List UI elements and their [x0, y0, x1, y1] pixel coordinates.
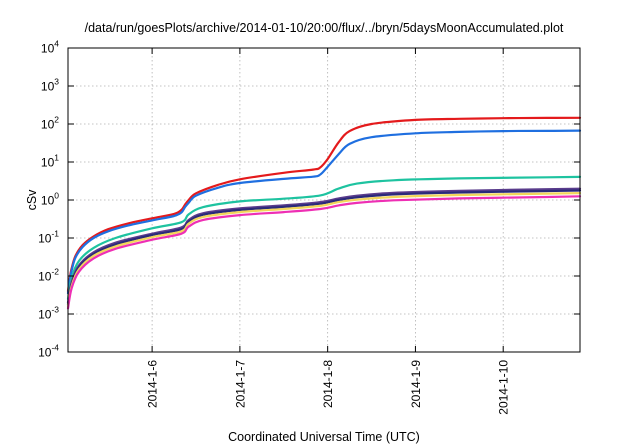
series-line-6 [66, 192, 582, 308]
series-line-4 [66, 187, 582, 304]
y-tick-label: 10-4 [38, 343, 59, 360]
series-group [66, 116, 582, 310]
x-tick-label: 2014-1-6 [146, 360, 160, 408]
y-tick-label: 10-2 [38, 267, 59, 284]
y-tick-label: 10-1 [38, 229, 59, 246]
x-axis-label: Coordinated Universal Time (UTC) [228, 430, 420, 444]
axis-ticks [68, 47, 580, 353]
series-line-5 [66, 189, 582, 306]
x-tick-label: 2014-1-9 [409, 360, 423, 408]
series-line-3 [66, 175, 582, 300]
series-line-1 [66, 116, 582, 293]
chart-title: /data/run/goesPlots/archive/2014-01-10/2… [85, 21, 564, 35]
grid-lines [68, 48, 580, 352]
x-tick-label: 2014-1-7 [233, 360, 247, 408]
y-tick-labels: 10-4 10-3 10-2 10-1 100 101 102 103 104 [38, 39, 59, 360]
y-axis-label: cSv [25, 189, 39, 211]
y-tick-label: 10-3 [38, 305, 59, 322]
y-tick-label: 102 [41, 115, 59, 132]
x-tick-label: 2014-1-8 [321, 360, 335, 408]
x-tick-labels: 2014-1-6 2014-1-7 2014-1-8 2014-1-9 2014-1-1… [146, 360, 511, 415]
x-tick-label: 2014-1-10 [497, 360, 511, 415]
y-tick-label: 101 [41, 153, 59, 170]
y-tick-label: 100 [41, 191, 59, 208]
y-tick-label: 104 [41, 39, 59, 56]
series-line-2 [66, 129, 582, 295]
series-line-7 [66, 195, 582, 310]
y-tick-label: 103 [41, 77, 59, 94]
